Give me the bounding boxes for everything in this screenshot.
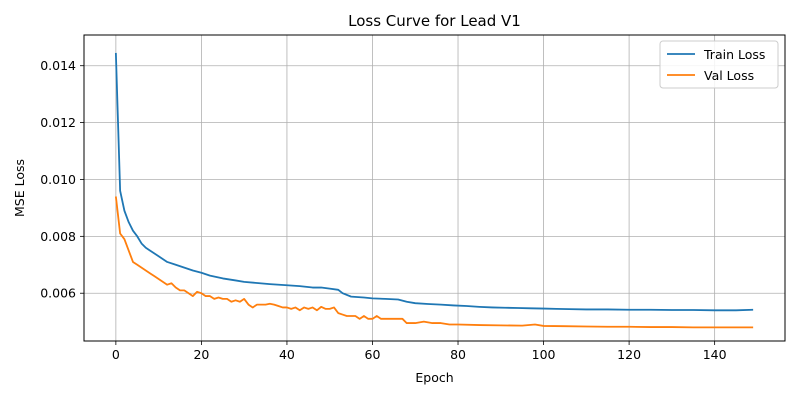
series-line-val-loss [114,196,754,329]
y-tick-label: 0.008 [40,229,76,244]
x-tick-label: 120 [617,347,641,362]
x-tick-label: 80 [450,347,466,362]
y-axis: 0.006 0.008 0.010 0.012 0.014 [40,58,84,301]
series-layer [114,52,754,329]
y-tick-label: 0.014 [40,58,76,73]
x-tick-label: 20 [193,347,209,362]
chart-title: Loss Curve for Lead V1 [348,12,521,30]
grid [84,35,785,341]
x-tick-label: 40 [279,347,295,362]
x-tick-label: 0 [112,347,120,362]
x-tick-label: 60 [365,347,381,362]
x-tick-label: 100 [532,347,556,362]
legend-box [659,40,779,89]
plot-frame [83,34,786,342]
x-axis-title: Epoch [415,370,453,385]
legend-label-val-loss: Val Loss [704,68,754,83]
series-line-train-loss [114,52,754,312]
y-tick-label: 0.006 [40,286,76,301]
y-tick-label: 0.010 [40,172,76,187]
legend: Train Loss Val Loss [659,40,779,89]
x-tick-label: 140 [703,347,727,362]
legend-label-train-loss: Train Loss [703,47,765,62]
y-tick-label: 0.012 [40,115,76,130]
y-axis-title: MSE Loss [12,159,27,217]
x-axis: 0 20 40 60 80 100 120 140 [112,341,727,362]
